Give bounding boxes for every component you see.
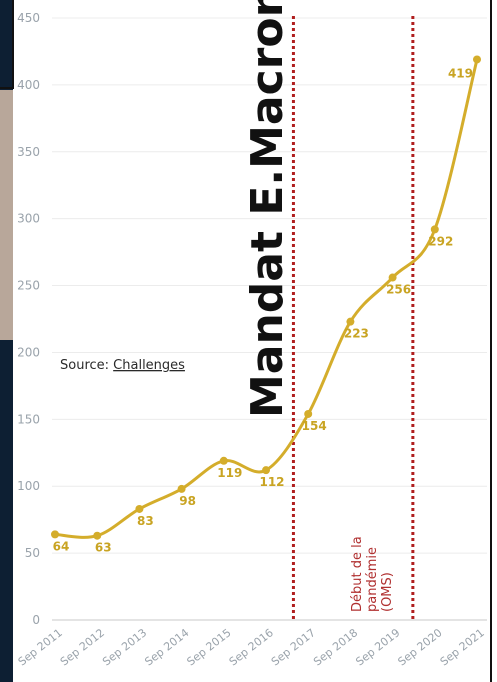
data-labels: 64 63 83 98 119 112 154 223 256 292 419 <box>53 66 473 554</box>
data-point <box>135 504 144 513</box>
pandemic-line-3: (OMS) <box>380 572 395 612</box>
source-note: Source: Challenges <box>60 358 185 373</box>
y-tick-label: 350 <box>17 145 40 159</box>
y-tick-label: 150 <box>17 412 40 426</box>
data-point <box>388 273 397 282</box>
gridlines <box>52 17 487 621</box>
data-label: 154 <box>302 419 327 433</box>
y-axis-ticks: 0 50 100 150 200 250 300 350 400 450 <box>17 11 40 627</box>
data-point <box>430 225 439 234</box>
chart-panel <box>13 0 497 682</box>
data-point <box>51 530 59 539</box>
pandemic-line-1: Début de la <box>350 536 365 612</box>
data-point <box>473 55 481 64</box>
data-label: 256 <box>386 283 411 297</box>
y-tick-label: 300 <box>17 212 40 226</box>
data-point <box>304 409 313 418</box>
pandemic-line-2: pandémie <box>365 547 380 612</box>
data-point <box>219 456 228 465</box>
data-point <box>262 466 270 475</box>
pandemic-annotation: Début de la pandémie (OMS) <box>350 532 395 612</box>
data-label: 292 <box>428 234 453 248</box>
y-tick-label: 400 <box>17 78 40 92</box>
data-label: 119 <box>217 466 242 480</box>
mandate-annotation: Mandat E.Macron <box>242 0 293 418</box>
data-points <box>51 55 481 540</box>
y-tick-label: 0 <box>32 613 40 627</box>
source-link[interactable]: Challenges <box>113 358 185 373</box>
y-tick-label: 250 <box>17 279 40 293</box>
data-label: 223 <box>344 327 369 341</box>
data-label: 98 <box>179 494 196 508</box>
y-tick-label: 200 <box>17 345 40 359</box>
data-label: 83 <box>137 514 154 528</box>
data-label: 63 <box>95 541 112 555</box>
y-tick-label: 100 <box>17 479 40 493</box>
data-label: 419 <box>448 66 473 80</box>
y-tick-label: 50 <box>25 546 40 560</box>
data-label: 112 <box>259 475 284 489</box>
data-label: 64 <box>53 539 70 553</box>
event-markers <box>291 16 415 620</box>
data-point <box>177 484 186 493</box>
source-prefix: Source: <box>60 358 113 373</box>
data-point <box>93 531 102 540</box>
y-tick-label: 450 <box>17 11 40 25</box>
data-point <box>346 317 355 326</box>
